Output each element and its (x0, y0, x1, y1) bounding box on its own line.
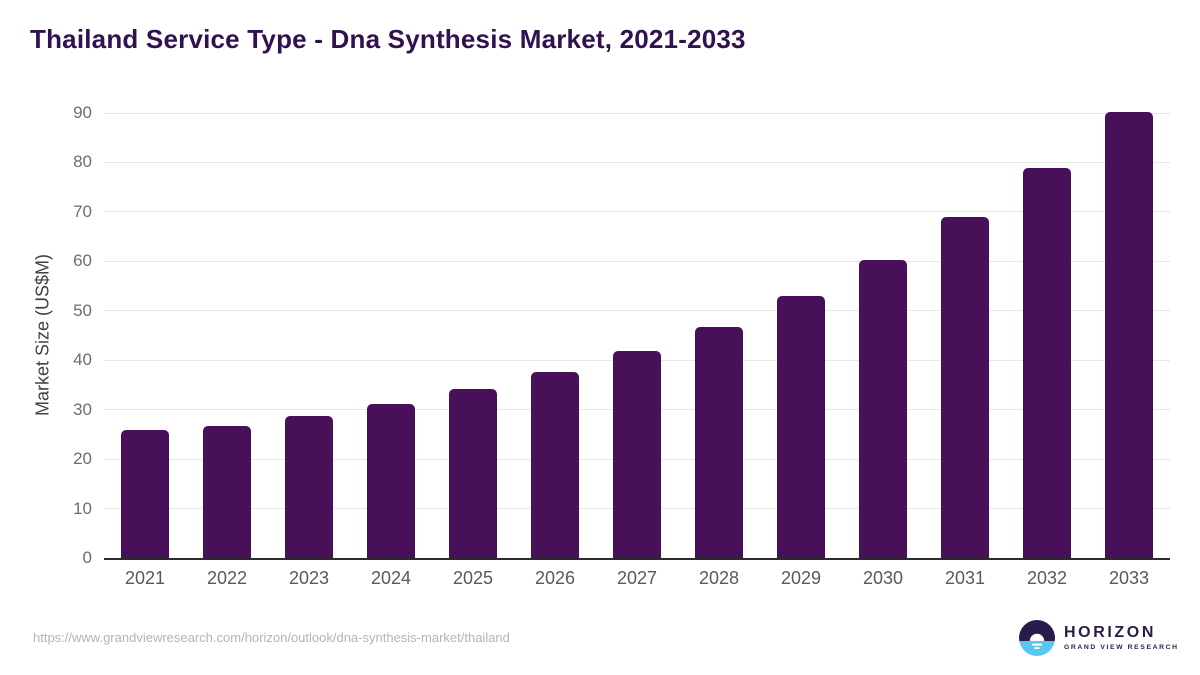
chart-title: Thailand Service Type - Dna Synthesis Ma… (30, 24, 746, 54)
x-tick-2023: 2023 (288, 568, 330, 588)
x-tick-2032: 2032 (1026, 568, 1068, 588)
horizon-logo-icon (1019, 620, 1055, 656)
x-tick-2030: 2030 (862, 568, 904, 588)
gridline-90 (104, 112, 1170, 114)
y-tick-70: 70 (73, 201, 92, 221)
y-tick-40: 40 (73, 350, 92, 370)
y-axis-title: Market Size (US$M) (32, 253, 53, 417)
gridline-70 (104, 211, 1170, 213)
y-tick-0: 0 (82, 548, 92, 567)
y-tick-50: 50 (73, 300, 92, 320)
y-tick-20: 20 (73, 449, 92, 469)
horizon-logo: HORIZON GRAND VIEW RESEARCH (1019, 620, 1179, 656)
bar-2029 (777, 296, 825, 558)
logo-subtitle: GRAND VIEW RESEARCH (1064, 644, 1179, 651)
bar-2026 (531, 372, 579, 558)
x-tick-2021: 2021 (124, 568, 166, 588)
bar-2032 (1023, 167, 1071, 558)
gridline-80 (104, 161, 1170, 163)
y-tick-30: 30 (73, 399, 92, 419)
bar-2033 (1105, 112, 1153, 558)
y-tick-60: 60 (73, 251, 92, 271)
x-tick-2027: 2027 (616, 568, 658, 588)
gridline-50 (104, 310, 1170, 312)
bar-2031 (941, 216, 989, 558)
bar-2021 (121, 430, 169, 558)
bar-2025 (449, 389, 497, 558)
gridline-60 (104, 260, 1170, 262)
x-tick-2031: 2031 (944, 568, 986, 588)
x-tick-2024: 2024 (370, 568, 412, 588)
x-tick-2022: 2022 (206, 568, 248, 588)
x-tick-2033: 2033 (1108, 568, 1150, 588)
bar-2024 (367, 404, 415, 558)
x-tick-2029: 2029 (780, 568, 822, 588)
y-tick-90: 90 (73, 103, 92, 122)
plot-area (104, 112, 1170, 560)
bar-2022 (203, 425, 251, 558)
x-tick-2028: 2028 (698, 568, 740, 588)
source-url: https://www.grandviewresearch.com/horizo… (33, 630, 510, 645)
logo-name: HORIZON (1064, 624, 1156, 641)
bar-2023 (285, 416, 333, 558)
bar-2027 (613, 351, 661, 558)
bar-2030 (859, 260, 907, 558)
x-tick-2025: 2025 (452, 568, 494, 588)
x-tick-2026: 2026 (534, 568, 576, 588)
logo-text: HORIZON GRAND VIEW RESEARCH (1064, 624, 1179, 652)
y-tick-10: 10 (73, 498, 92, 518)
y-tick-80: 80 (73, 152, 92, 172)
bar-2028 (695, 327, 743, 558)
